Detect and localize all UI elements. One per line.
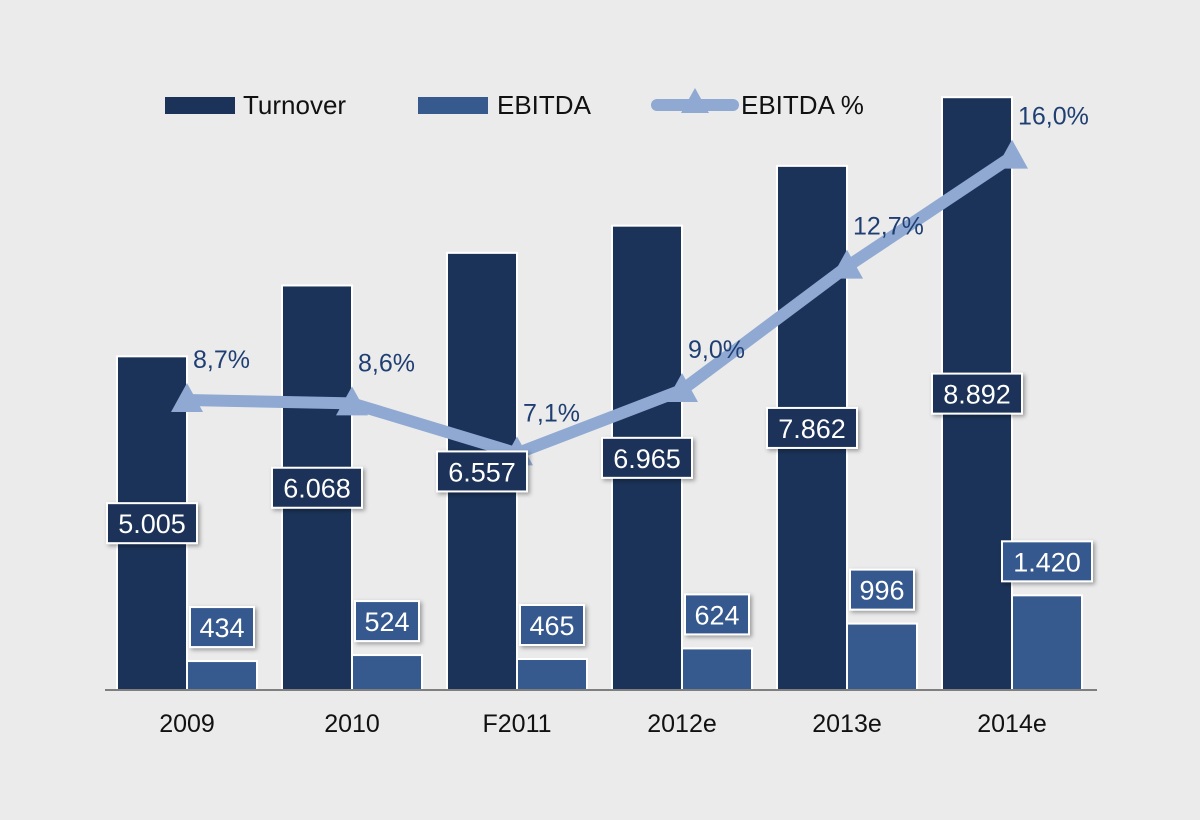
x-axis-tick-labels: 2009 2010 F2011 2012e 2013e 2014e bbox=[159, 710, 1047, 738]
turnover-label-2009-text: 5.005 bbox=[118, 509, 186, 539]
ebitda-label-2013e: 996 bbox=[849, 568, 915, 611]
x-tick-label-2009: 2009 bbox=[159, 710, 215, 738]
ebitda-bar-f2011 bbox=[516, 658, 588, 691]
legend-item-ebitda: EBITDA bbox=[418, 90, 592, 120]
legend-swatch-turnover bbox=[165, 97, 235, 114]
legend: Turnover EBITDA EBITDA % bbox=[165, 88, 864, 120]
ebitda-pct-label-2013e: 12,7% bbox=[853, 213, 924, 241]
ebitda-label-f2011: 465 bbox=[519, 604, 585, 646]
turnover-label-2012e-box bbox=[601, 436, 693, 479]
x-tick-label-f2011: F2011 bbox=[482, 710, 551, 738]
ebitda-label-2012e-box bbox=[684, 593, 750, 636]
ebitda-pct-marker-2012e bbox=[666, 373, 698, 402]
ebitda-label-2010-text: 524 bbox=[364, 607, 409, 637]
ebitda-label-2012e-text: 624 bbox=[694, 600, 739, 630]
legend-swatch-ebitda bbox=[418, 97, 488, 114]
ebitda-pct-label-2012e: 9,0% bbox=[688, 336, 745, 364]
legend-marker-triangle-icon bbox=[681, 88, 709, 113]
ebitda-pct-data-labels: 8,7% 8,6% 7,1% 9,0% 12,7% 16,0% bbox=[193, 103, 1089, 428]
ebitda-label-2012e: 624 bbox=[684, 593, 750, 636]
legend-label-ebitda: EBITDA bbox=[497, 90, 592, 120]
ebitda-pct-marker-2010 bbox=[336, 386, 368, 416]
ebitda-pct-marker-2009 bbox=[171, 383, 203, 412]
turnover-label-2009: 5.005 bbox=[106, 502, 198, 545]
ebitda-bar-2014e bbox=[1011, 594, 1083, 691]
x-tick-label-2012e: 2012e bbox=[647, 710, 717, 738]
ebitda-bar-2012e bbox=[681, 647, 753, 692]
turnover-label-2014e-text: 8.892 bbox=[943, 380, 1011, 410]
turnover-label-2010-text: 6.068 bbox=[283, 474, 351, 504]
ebitda-pct-label-2014e: 16,0% bbox=[1018, 103, 1089, 131]
ebitda-bars bbox=[186, 594, 1083, 692]
ebitda-label-2014e: 1.420 bbox=[1001, 540, 1093, 583]
ebitda-label-2009-text: 434 bbox=[199, 613, 244, 643]
ebitda-pct-series bbox=[171, 139, 1028, 466]
turnover-label-f2011: 6.557 bbox=[436, 450, 528, 493]
ebitda-pct-label-2009: 8,7% bbox=[193, 346, 250, 374]
turnover-label-2013e-text: 7.862 bbox=[778, 414, 846, 444]
ebitda-label-2010: 524 bbox=[354, 600, 420, 643]
turnover-label-f2011-box bbox=[436, 450, 528, 493]
ebitda-label-2014e-text: 1.420 bbox=[1013, 547, 1081, 577]
ebitda-bar-2009 bbox=[186, 660, 258, 691]
turnover-label-2009-box bbox=[106, 502, 198, 545]
ebitda-label-2009-box bbox=[189, 606, 255, 649]
x-tick-label-2010: 2010 bbox=[324, 710, 380, 738]
ebitda-pct-marker-2013e bbox=[831, 249, 863, 279]
ebitda-label-2013e-box bbox=[849, 568, 915, 611]
ebitda-label-2014e-box bbox=[1001, 540, 1093, 583]
turnover-data-labels: 5.005 6.068 6.557 6.965 7.862 8.892 bbox=[106, 372, 1023, 545]
turnover-label-2013e-box bbox=[766, 406, 858, 449]
turnover-label-2012e: 6.965 bbox=[601, 436, 693, 479]
ebitda-pct-line bbox=[181, 150, 1018, 460]
ebitda-pct-label-2010: 8,6% bbox=[358, 349, 415, 377]
legend-label-turnover: Turnover bbox=[243, 90, 346, 120]
turnover-label-2010: 6.068 bbox=[271, 466, 363, 509]
ebitda-label-2010-box bbox=[354, 600, 420, 643]
ebitda-pct-marker-2014e bbox=[996, 139, 1028, 169]
ebitda-bar-2010 bbox=[351, 654, 423, 691]
x-tick-label-2014e: 2014e bbox=[977, 710, 1047, 738]
ebitda-data-labels: 434 524 465 624 996 1.420 bbox=[189, 540, 1093, 649]
ebitda-bar-2013e bbox=[846, 622, 918, 691]
ebitda-pct-label-f2011: 7,1% bbox=[523, 399, 580, 427]
turnover-label-2014e: 8.892 bbox=[931, 372, 1023, 415]
ebitda-label-f2011-text: 465 bbox=[529, 611, 574, 641]
ebitda-label-f2011-box bbox=[519, 604, 585, 646]
turnover-label-2010-box bbox=[271, 466, 363, 509]
legend-item-ebitda-pct: EBITDA % bbox=[651, 88, 864, 120]
turnover-label-2014e-box bbox=[931, 372, 1023, 415]
turnover-label-2012e-text: 6.965 bbox=[613, 444, 681, 474]
legend-item-turnover: Turnover bbox=[165, 90, 346, 120]
x-tick-label-2013e: 2013e bbox=[812, 710, 882, 738]
turnover-label-f2011-text: 6.557 bbox=[448, 457, 516, 487]
turnover-label-2013e: 7.862 bbox=[766, 406, 858, 449]
ebitda-label-2009: 434 bbox=[189, 606, 255, 649]
legend-label-ebitda-pct: EBITDA % bbox=[741, 90, 864, 120]
ebitda-label-2013e-text: 996 bbox=[859, 576, 904, 606]
